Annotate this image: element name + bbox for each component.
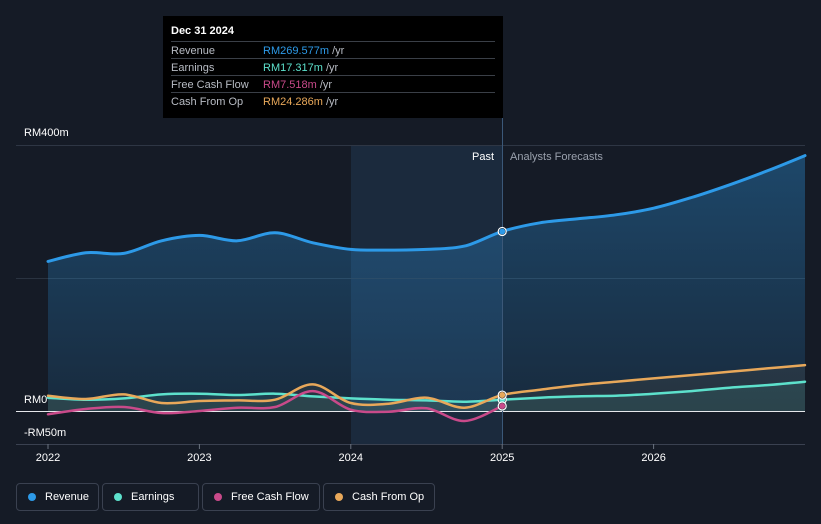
x-tick-label: 2023 [187, 452, 211, 464]
legend-dot-icon [335, 493, 343, 501]
tooltip-label: Earnings [171, 62, 215, 74]
area-cash-from-op [48, 365, 805, 411]
y-tick-label-top: RM400m [24, 127, 69, 139]
line-cash-from-op [46, 363, 807, 409]
legend-dot-icon [214, 493, 222, 501]
tooltip-value: RM7.518m /yr [263, 79, 333, 91]
legend-item-cash-from-op[interactable]: Cash From Op [323, 483, 435, 511]
tooltip: Dec 31 2024 Revenue RM269.577m /yr Earni… [163, 16, 503, 118]
tooltip-value: RM17.317m /yr [263, 62, 339, 74]
x-tick-label: 2026 [641, 452, 665, 464]
legend-dot-icon [28, 493, 36, 501]
tooltip-row-earnings: Earnings RM17.317m /yr [171, 58, 495, 76]
tooltip-label: Revenue [171, 45, 216, 57]
tooltip-label: Free Cash Flow [171, 79, 249, 91]
tooltip-row-free-cash-flow: Free Cash Flow RM7.518m /yr [171, 75, 495, 93]
line-revenue [46, 154, 807, 263]
line-earnings [46, 380, 807, 403]
past-label: Past [472, 151, 494, 163]
tooltip-value: RM269.577m /yr [263, 45, 345, 57]
legend-item-earnings[interactable]: Earnings [102, 483, 199, 511]
x-tick-label: 2024 [339, 452, 363, 464]
tooltip-date: Dec 31 2024 [171, 25, 234, 37]
tooltip-row-revenue: Revenue RM269.577m /yr [171, 41, 495, 59]
legend-label: Revenue [45, 491, 90, 503]
legend-label: Earnings [131, 491, 175, 503]
x-axis: 2022 2023 2024 2025 2026 [36, 444, 666, 464]
series-lines [46, 154, 807, 423]
x-tick-label: 2022 [36, 452, 60, 464]
tooltip-row-cash-from-op: Cash From Op RM24.286m /yr [171, 92, 495, 110]
area-earnings [48, 381, 805, 411]
legend-item-free-cash-flow[interactable]: Free Cash Flow [202, 483, 320, 511]
legend-label: Free Cash Flow [231, 491, 309, 503]
legend-label: Cash From Op [352, 491, 425, 503]
legend-dot-icon [114, 493, 122, 501]
marker-revenue [499, 228, 506, 235]
hover-markers [497, 226, 507, 411]
marker-cash-from-op [499, 392, 506, 399]
legend-item-revenue[interactable]: Revenue [16, 483, 99, 511]
y-tick-label-zero: RM0 [24, 394, 47, 406]
tooltip-value: RM24.286m /yr [263, 96, 339, 108]
x-tick-label: 2025 [490, 452, 514, 464]
forecast-label: Analysts Forecasts [510, 151, 603, 163]
tooltip-label: Cash From Op [171, 96, 244, 108]
series-areas [48, 155, 805, 411]
line-free-cash-flow [46, 389, 504, 423]
area-revenue [48, 155, 805, 411]
marker-free-cash-flow [499, 403, 506, 410]
y-tick-label-bottom: -RM50m [24, 427, 66, 439]
